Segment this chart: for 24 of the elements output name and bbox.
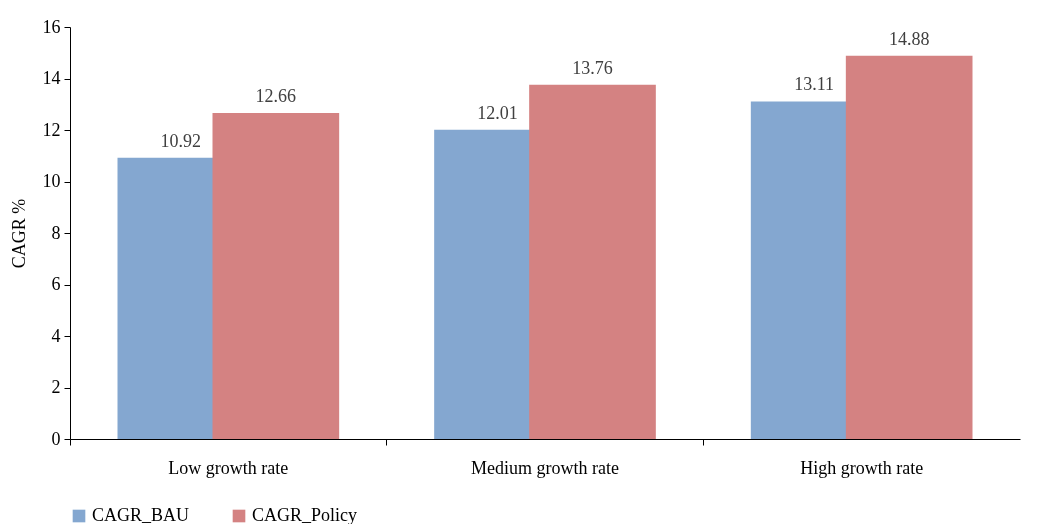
data-label: 12.66 bbox=[255, 86, 297, 106]
data-label: 13.76 bbox=[572, 57, 613, 78]
y-tick-label: 4 bbox=[51, 325, 61, 346]
x-tick-label: High growth rate bbox=[800, 457, 924, 478]
x-tick-label: Medium growth rate bbox=[471, 457, 619, 478]
x-tick-label: Low growth rate bbox=[168, 457, 289, 478]
y-tick-label: 10 bbox=[42, 171, 61, 191]
data-label: 14.88 bbox=[888, 28, 930, 49]
y-tick-label: 6 bbox=[51, 274, 61, 294]
data-label: 12.01 bbox=[477, 102, 518, 123]
y-tick-label: 2 bbox=[51, 377, 61, 397]
bar bbox=[529, 84, 656, 439]
bar bbox=[845, 55, 973, 439]
y-tick-label: 8 bbox=[51, 222, 61, 243]
y-tick-label: 0 bbox=[51, 428, 61, 449]
legend-label: CAGR_Policy bbox=[252, 505, 358, 524]
bar bbox=[212, 113, 340, 439]
y-tick-label: 14 bbox=[42, 68, 61, 88]
y-tick-label: 12 bbox=[42, 119, 61, 140]
data-label: 13.11 bbox=[794, 74, 835, 95]
data-label: 10.92 bbox=[160, 130, 202, 151]
y-axis-title: CAGR % bbox=[8, 198, 29, 269]
legend-label: CAGR_BAU bbox=[92, 505, 190, 524]
y-tick-label: 16 bbox=[42, 16, 61, 37]
